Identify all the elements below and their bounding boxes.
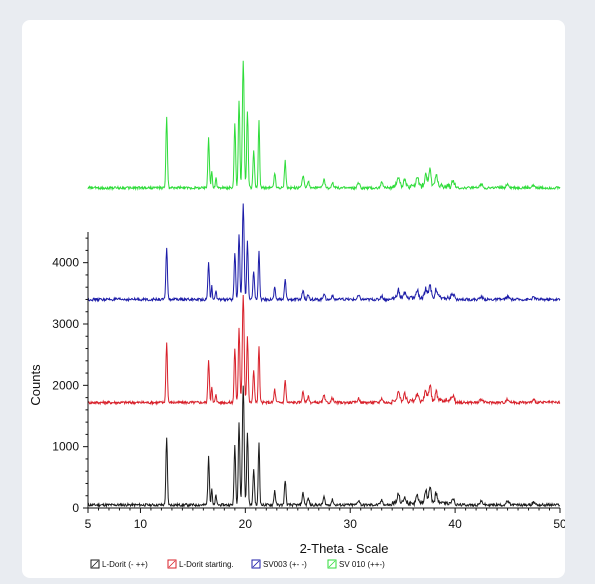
- x-tick-label: 10: [134, 517, 148, 531]
- x-axis-title: 2-Theta - Scale: [300, 541, 389, 556]
- x-tick-label: 40: [448, 517, 462, 531]
- x-tick-label: 30: [344, 517, 358, 531]
- series-layer: [87, 60, 561, 509]
- legend-swatch: [327, 559, 337, 569]
- series-line-2: [87, 294, 561, 406]
- y-axis-title: Counts: [28, 364, 43, 406]
- legend-swatch: [251, 559, 261, 569]
- x-tick-label: 5: [85, 517, 92, 531]
- legend-label: L-Dorit (- ++): [102, 560, 148, 569]
- series-line-1: [87, 385, 561, 509]
- legend: L-Dorit (- ++) L-Dorit starting. SV003 (+-…: [90, 559, 385, 569]
- series-line-3: [87, 203, 561, 303]
- y-tick-label: 4000: [52, 256, 79, 270]
- legend-swatch-mark: [328, 560, 336, 568]
- x-tick-label: 20: [239, 517, 253, 531]
- series-line-4: [87, 60, 561, 192]
- x-ticks: 5 10 20 30 40 50: [85, 508, 565, 531]
- legend-label: SV003 (+- -): [263, 560, 307, 569]
- legend-label: SV 010 (++-): [339, 560, 385, 569]
- legend-swatch-mark: [168, 560, 176, 568]
- y-tick-label: 0: [72, 501, 79, 515]
- x-tick-label: 50: [553, 517, 565, 531]
- legend-label: L-Dorit starting.: [179, 560, 234, 569]
- chart-card: 5 10 20 30 40 50 0 1000 2000 3000 4000 2-Theta - …: [22, 20, 565, 578]
- legend-swatch-mark: [91, 560, 99, 568]
- legend-swatch-mark: [252, 560, 260, 568]
- y-tick-label: 1000: [52, 440, 79, 454]
- axes-layer: [87, 232, 560, 509]
- y-tick-label: 3000: [52, 317, 79, 331]
- y-tick-label: 2000: [52, 378, 79, 392]
- legend-swatch: [167, 559, 177, 569]
- legend-swatch: [90, 559, 100, 569]
- y-ticks: 0 1000 2000 3000 4000: [52, 237, 88, 515]
- xrd-chart: 5 10 20 30 40 50 0 1000 2000 3000 4000 2-Theta - …: [28, 60, 565, 569]
